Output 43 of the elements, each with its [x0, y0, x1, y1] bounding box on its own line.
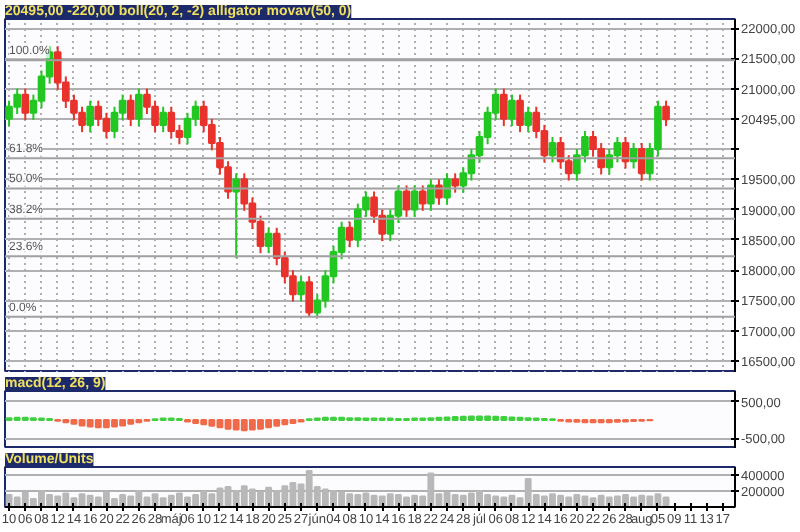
candlestick	[516, 93, 524, 134]
bar	[159, 497, 167, 507]
candlestick	[662, 99, 670, 128]
bar	[605, 496, 613, 507]
bar	[111, 498, 118, 507]
bar	[613, 495, 621, 507]
candlestick	[508, 93, 516, 128]
candlestick	[110, 105, 119, 140]
bar	[646, 495, 654, 507]
bar	[13, 496, 21, 507]
candlestick	[524, 105, 533, 134]
bar	[94, 496, 102, 507]
candlestick	[297, 275, 305, 303]
bar	[127, 495, 135, 507]
bar	[29, 498, 37, 507]
candlestick	[435, 178, 443, 206]
bar	[630, 496, 638, 507]
candlestick	[183, 111, 192, 146]
candlestick	[443, 172, 451, 206]
bar	[403, 496, 410, 507]
bar	[500, 496, 508, 507]
candlestick	[426, 178, 435, 212]
candlestick	[102, 111, 111, 140]
bar	[184, 496, 191, 507]
candlestick	[134, 87, 143, 128]
candlestick	[232, 172, 241, 260]
candlestick	[21, 87, 30, 122]
candlestick	[410, 184, 419, 218]
candlestick	[499, 87, 508, 128]
candlestick	[305, 275, 314, 318]
candlestick	[264, 226, 273, 255]
candlestick	[126, 93, 135, 128]
bar	[565, 496, 573, 507]
candlestick	[613, 136, 622, 164]
candlestick	[159, 105, 168, 134]
candlestick	[548, 136, 557, 164]
candlestick	[418, 184, 427, 212]
candlestick	[86, 99, 95, 134]
candlestick	[345, 220, 354, 249]
candlestick	[637, 142, 646, 182]
candlestick	[402, 184, 411, 218]
candlestick	[167, 105, 176, 140]
candlestick	[451, 172, 460, 194]
